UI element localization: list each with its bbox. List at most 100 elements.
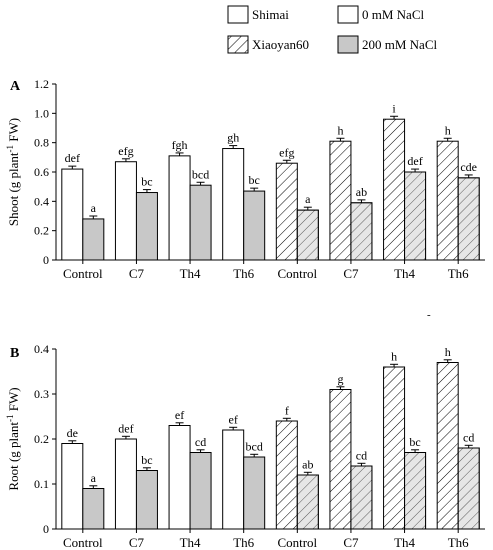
y-axis-label-main: Root (g plant	[6, 422, 21, 491]
y-tick-label: 0.3	[34, 387, 49, 401]
legend-label-0mm: 0 mM NaCl	[362, 7, 425, 22]
bar	[135, 470, 158, 530]
significance-label: cd	[356, 448, 367, 462]
x-tick-label: Control	[63, 266, 103, 281]
bar	[168, 425, 191, 530]
significance-label: a	[91, 201, 97, 215]
x-tick-label: Th4	[394, 266, 415, 281]
bar	[114, 161, 137, 261]
significance-label: cd	[195, 435, 206, 449]
y-axis-label: Shoot (g plant-1 FW)	[5, 118, 21, 226]
bar-hatch-overlay	[296, 209, 319, 261]
bar	[383, 366, 406, 530]
bar	[222, 429, 245, 530]
bar-hatch-overlay	[457, 177, 480, 261]
bar	[243, 456, 266, 530]
significance-label: gh	[227, 131, 239, 145]
y-tick-label: 0.4	[34, 342, 49, 356]
y-tick-label: 1.2	[34, 77, 49, 91]
bar-hatch-overlay	[350, 465, 373, 530]
bar	[135, 192, 158, 261]
x-tick-label: C7	[129, 266, 145, 281]
significance-label: de	[67, 426, 78, 440]
x-tick-label: Th6	[448, 535, 469, 550]
significance-label: ef	[229, 412, 238, 426]
bar	[436, 362, 459, 530]
bar	[436, 140, 459, 261]
x-tick-label: Th4	[180, 535, 201, 550]
significance-label: h	[337, 123, 343, 137]
significance-label: g	[337, 372, 343, 386]
bar	[383, 118, 406, 261]
x-tick-label: Th6	[233, 535, 254, 550]
significance-label: a	[305, 192, 311, 206]
significance-label: h	[445, 345, 451, 359]
panel-b: B 0 0.1 0.2 0.3 0.4 Root (g plant-1 FW) Control…	[5, 342, 485, 550]
bar	[189, 452, 212, 530]
significance-label: def	[65, 151, 80, 165]
x-tick-label: Control	[63, 535, 103, 550]
bar	[82, 488, 105, 530]
bar	[329, 140, 352, 261]
bar	[61, 443, 84, 530]
bar	[114, 438, 137, 530]
y-tick-label: 0.4	[34, 194, 49, 208]
significance-label: h	[391, 349, 397, 363]
x-tick-label: Control	[277, 266, 317, 281]
significance-label: def	[118, 421, 133, 435]
bar-hatch-overlay	[296, 474, 319, 530]
legend-label-shimai: Shimai	[252, 7, 289, 22]
significance-label: bc	[141, 175, 152, 189]
y-tick-label: 0.6	[34, 165, 49, 179]
significance-label: cd	[463, 430, 474, 444]
significance-label: ab	[302, 457, 313, 471]
legend-label-200mm: 200 mM NaCl	[362, 37, 438, 52]
bar	[61, 168, 84, 261]
significance-label: fgh	[172, 138, 188, 152]
panel-label: A	[10, 79, 21, 94]
y-tick-label: 0.2	[34, 224, 49, 238]
panel-a: A 0 0.2 0.4 0.6 0.8 1.0 1.2 Shoot (g plant-1 FW)…	[5, 77, 485, 321]
x-tick-label: Control	[277, 535, 317, 550]
bar-hatch-overlay	[404, 452, 427, 530]
significance-label: bcd	[246, 439, 263, 453]
stray-mark: -	[427, 309, 431, 321]
bar	[82, 218, 105, 261]
significance-label: efg	[279, 145, 294, 159]
bar	[329, 389, 352, 530]
y-axis-label-tail: FW)	[6, 118, 21, 145]
y-axis-label-sup: -1	[5, 414, 15, 422]
bar	[168, 155, 191, 261]
y-axis-label-tail: FW)	[6, 387, 21, 414]
x-tick-label: C7	[129, 535, 145, 550]
y-tick-label: 0.8	[34, 136, 49, 150]
bar	[243, 190, 266, 261]
significance-label: def	[407, 154, 422, 168]
bar-hatch-overlay	[350, 202, 373, 261]
legend-swatch-shimai	[227, 5, 249, 24]
significance-label: f	[285, 403, 289, 417]
bar	[275, 420, 298, 530]
significance-label: bcd	[192, 167, 209, 181]
legend-label-xiaoyan60: Xiaoyan60	[252, 37, 309, 52]
y-tick-label: 0	[43, 253, 49, 267]
significance-label: cde	[460, 160, 477, 174]
significance-label: h	[445, 123, 451, 137]
significance-label: bc	[141, 453, 152, 467]
x-tick-label: Th4	[180, 266, 201, 281]
y-tick-label: 0.2	[34, 432, 49, 446]
x-tick-label: C7	[343, 266, 359, 281]
y-tick-label: 0	[43, 522, 49, 536]
x-tick-label: Th4	[394, 535, 415, 550]
significance-label: ab	[356, 185, 367, 199]
panel-label: B	[10, 346, 19, 361]
significance-label: bc	[409, 435, 420, 449]
legend: Shimai 0 mM NaCl Xiaoyan60 200 mM NaCl	[227, 5, 438, 54]
significance-label: a	[91, 471, 97, 485]
significance-label: bc	[249, 173, 260, 187]
legend-swatch-xiaoyan60	[227, 35, 249, 54]
x-tick-label: Th6	[448, 266, 469, 281]
bar	[275, 162, 298, 261]
bar	[222, 148, 245, 261]
y-axis-label-main: Shoot (g plant	[6, 152, 21, 226]
